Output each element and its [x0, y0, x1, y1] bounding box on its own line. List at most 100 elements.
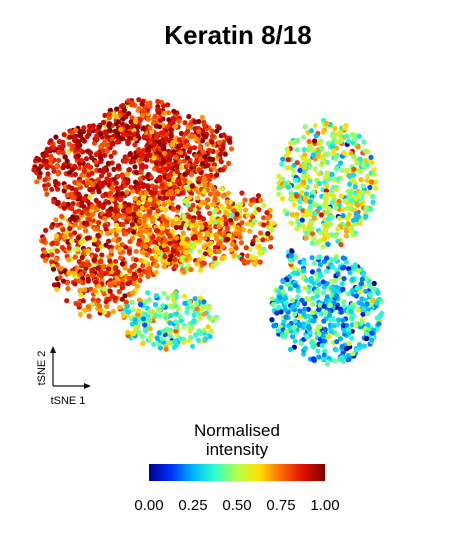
data-point	[80, 298, 86, 304]
data-point	[142, 214, 148, 220]
data-point	[98, 269, 104, 275]
data-point	[62, 268, 68, 274]
data-point	[211, 165, 217, 171]
data-point	[174, 168, 180, 174]
data-point	[110, 308, 117, 315]
data-point	[207, 334, 213, 340]
data-point	[48, 138, 54, 144]
data-point	[167, 181, 173, 187]
data-point	[201, 311, 207, 317]
data-point	[329, 188, 335, 194]
data-point	[131, 262, 137, 268]
data-point	[85, 304, 91, 310]
data-point	[247, 228, 253, 234]
data-point	[211, 209, 217, 215]
data-point	[251, 218, 257, 224]
data-point	[163, 311, 169, 317]
data-point	[322, 229, 328, 235]
data-point	[151, 147, 157, 153]
data-point	[56, 157, 62, 163]
data-point	[257, 250, 263, 256]
data-point	[206, 176, 213, 183]
data-point	[240, 227, 247, 233]
data-point	[212, 255, 218, 261]
data-point	[306, 138, 312, 145]
data-point	[154, 246, 160, 252]
data-point	[161, 243, 167, 249]
data-point	[96, 124, 102, 130]
data-point	[153, 253, 159, 259]
data-point	[106, 238, 112, 244]
data-point	[353, 196, 359, 202]
data-point	[330, 150, 337, 156]
data-point	[75, 191, 82, 197]
data-point	[156, 124, 163, 130]
data-point	[134, 283, 141, 289]
data-point	[197, 145, 203, 151]
data-point	[316, 331, 322, 337]
data-point	[369, 193, 376, 199]
data-point	[113, 265, 119, 271]
data-point	[102, 309, 108, 315]
data-point	[91, 257, 98, 263]
data-point	[300, 321, 306, 327]
data-point	[126, 207, 132, 213]
data-point	[152, 186, 158, 192]
data-point	[151, 341, 157, 348]
data-point	[54, 286, 60, 292]
data-point	[350, 217, 356, 223]
data-point	[310, 356, 316, 362]
data-point	[168, 253, 174, 259]
data-point	[117, 255, 124, 261]
data-point	[111, 149, 117, 156]
data-point	[315, 348, 321, 354]
data-point	[165, 110, 171, 116]
data-point	[103, 192, 109, 198]
data-point	[73, 246, 79, 252]
data-point	[78, 200, 84, 207]
data-point	[198, 156, 204, 162]
data-point	[107, 212, 113, 218]
data-point	[269, 317, 275, 323]
data-point	[353, 293, 359, 299]
data-point	[301, 147, 307, 153]
data-point	[168, 312, 174, 319]
data-point	[72, 171, 78, 178]
data-point	[152, 302, 158, 308]
data-point	[294, 193, 300, 199]
data-point	[117, 203, 123, 209]
data-point	[344, 133, 350, 139]
data-point	[171, 108, 177, 114]
data-point	[227, 217, 234, 223]
data-point	[156, 341, 162, 347]
data-point	[89, 126, 95, 132]
data-point	[198, 305, 204, 311]
data-point	[363, 213, 369, 219]
data-point	[352, 184, 358, 190]
data-point	[208, 183, 214, 189]
data-point	[346, 266, 352, 272]
data-point	[302, 195, 308, 201]
data-point	[140, 341, 146, 347]
data-point	[166, 117, 172, 123]
data-point	[149, 215, 155, 221]
data-point	[365, 189, 371, 195]
data-point	[255, 244, 261, 250]
data-point	[170, 140, 176, 146]
data-point	[210, 263, 216, 269]
data-point	[41, 236, 47, 242]
data-point	[312, 138, 318, 144]
data-point	[126, 248, 132, 254]
data-point	[147, 209, 153, 215]
data-point	[96, 220, 102, 226]
data-point	[156, 167, 162, 173]
data-point	[185, 184, 191, 191]
data-point	[145, 146, 151, 152]
data-point	[201, 122, 208, 128]
data-point	[321, 284, 327, 290]
data-point	[71, 195, 77, 201]
data-point	[271, 220, 277, 226]
data-point	[339, 281, 345, 287]
data-point	[75, 153, 81, 159]
